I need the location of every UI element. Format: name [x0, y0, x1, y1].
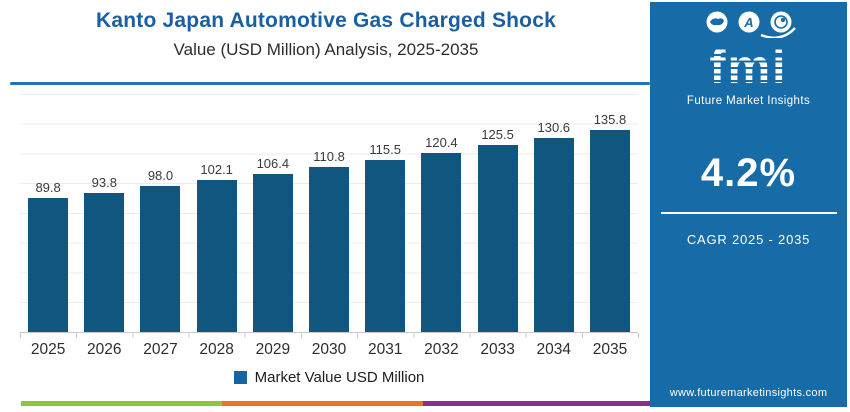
bar-2031	[365, 160, 406, 332]
map-icon	[709, 18, 724, 26]
bar-2027	[140, 186, 181, 332]
page-title-line1: Kanto Japan Automotive Gas Charged Shock	[96, 9, 556, 32]
x-tick-label: 2035	[592, 341, 628, 358]
bar-value-label: 135.8	[593, 112, 627, 127]
x-axis-labels: 2025 2026 2027 2028 2029 2030 2031 2032 2033 2034…	[20, 341, 638, 359]
globe-icon	[773, 15, 788, 29]
x-tick-label: 2026	[87, 341, 122, 358]
bar-column: 106.4	[245, 94, 301, 332]
fmi-logo-text: fmi	[650, 42, 847, 93]
bar-column: 135.8	[582, 94, 638, 332]
x-tick-label: 2029	[255, 341, 291, 358]
x-tick-label: 2028	[199, 341, 234, 358]
bar-2030	[309, 167, 350, 332]
chart-header: Kanto Japan Automotive Gas Charged Shock…	[0, 6, 652, 64]
bar-column: 130.6	[526, 94, 582, 332]
bar-value-label: 115.5	[369, 142, 401, 158]
plot-area: 89.8 93.8 98.0 102.1 106.4 110.8 115.5 120.4 125…	[20, 94, 638, 333]
bar-value-label: 125.5	[481, 127, 514, 143]
bar-2029	[252, 173, 293, 332]
bar-value-label: 110.8	[313, 149, 345, 165]
legend: Market Value USD Million	[0, 369, 658, 386]
cagr-divider	[660, 212, 837, 215]
x-tick-label: 2034	[536, 341, 572, 358]
stripe-purple-segment	[423, 401, 653, 406]
fmi-logo: A fmi Future Market Insights	[650, 10, 847, 107]
fmi-logo-icons: A	[706, 11, 796, 39]
x-tick-label: 2027	[143, 341, 178, 358]
page-title-line2: Value (USD Million) Analysis, 2025-2035	[173, 40, 479, 59]
bar-value-label: 93.8	[91, 174, 117, 190]
stripe-green-segment	[21, 401, 222, 406]
bar-value-label: 98.0	[147, 168, 174, 184]
x-tick-label: 2031	[367, 341, 403, 358]
bar-value-label: 120.4	[425, 134, 458, 150]
bottom-stripe	[21, 401, 653, 406]
swoosh-icon	[760, 27, 796, 39]
bar-2026	[84, 192, 125, 332]
cagr-block: 4.2% CAGR 2025 - 2035	[650, 151, 847, 247]
bar-2032	[421, 152, 462, 332]
bar-value-label: 130.6	[537, 119, 571, 135]
bar-column: 93.8	[76, 94, 132, 332]
title-divider	[10, 82, 650, 85]
bar-value-label: 106.4	[256, 155, 290, 171]
bar-value-label: 102.1	[200, 162, 233, 178]
legend-label: Market Value USD Million	[254, 369, 425, 386]
bar-2033	[477, 145, 518, 332]
website-link[interactable]: www.futuremarketinsights.com	[669, 387, 828, 399]
legend-swatch-icon	[233, 371, 247, 384]
bar-column: 110.8	[301, 94, 357, 332]
fmi-logo-subtext: Future Market Insights	[686, 95, 811, 108]
bar-column: 89.8	[20, 94, 76, 332]
bar-2035	[589, 130, 630, 332]
cagr-value: 4.2%	[700, 151, 797, 196]
bar-column: 98.0	[132, 94, 188, 332]
bar-column: 125.5	[470, 94, 526, 332]
cagr-label: CAGR 2025 - 2035	[686, 232, 811, 248]
bar-column: 120.4	[413, 94, 469, 332]
compass-icon: A	[743, 15, 753, 30]
bar-2028	[196, 180, 237, 332]
bar-2034	[533, 137, 574, 332]
bar-value-label: 89.8	[35, 180, 61, 196]
x-axis-ticks	[20, 333, 640, 338]
x-tick-label: 2032	[424, 341, 459, 358]
bar-column: 102.1	[189, 94, 245, 332]
x-tick-label: 2030	[311, 341, 347, 358]
x-tick-label: 2033	[480, 341, 515, 358]
x-tick-label: 2025	[30, 341, 66, 358]
bar-2025	[28, 198, 69, 332]
stripe-orange-segment	[222, 401, 423, 406]
bar-column: 115.5	[357, 94, 413, 332]
sidebar: A fmi Future Market Insights 4.2% CAGR 2…	[650, 2, 847, 407]
